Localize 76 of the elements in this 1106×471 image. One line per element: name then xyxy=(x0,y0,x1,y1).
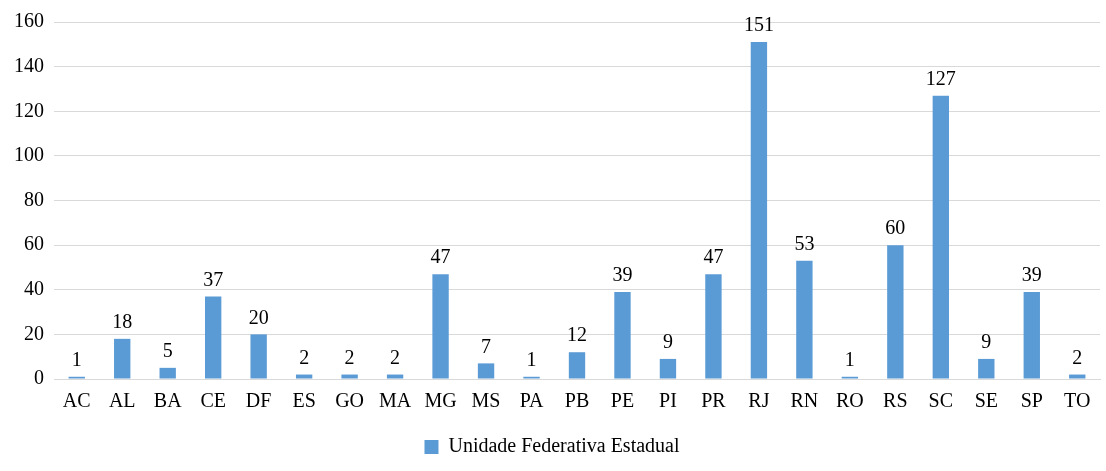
y-tick-label: 0 xyxy=(34,366,44,389)
data-label: 18 xyxy=(112,310,133,333)
x-tick-label: RN xyxy=(790,389,819,412)
x-tick-label: BA xyxy=(153,389,183,412)
bar xyxy=(159,367,176,379)
y-tick-label: 100 xyxy=(14,143,44,166)
bar xyxy=(295,374,313,379)
data-label: 1 xyxy=(526,348,537,371)
x-tick-label: RJ xyxy=(748,389,770,412)
y-tick-label: 40 xyxy=(24,277,44,299)
x-tick-label: MA xyxy=(378,389,412,412)
data-label: 60 xyxy=(885,216,906,239)
x-tick-label: GO xyxy=(335,389,365,412)
data-label: 47 xyxy=(703,245,724,268)
x-tick-label: SE xyxy=(974,389,998,412)
y-tick-label: 120 xyxy=(14,98,44,121)
x-tick-label: PA xyxy=(519,389,544,412)
data-label: 39 xyxy=(612,263,633,286)
bar xyxy=(250,334,267,379)
data-label: 7 xyxy=(481,334,492,357)
data-label: 2 xyxy=(1072,345,1083,368)
data-label: 37 xyxy=(203,267,224,290)
x-tick-label: RO xyxy=(835,389,864,412)
x-tick-label: ES xyxy=(292,389,316,412)
x-tick-label: PR xyxy=(701,389,727,412)
data-label: 127 xyxy=(925,66,956,89)
data-label: 1 xyxy=(844,348,855,371)
x-tick-label: PE xyxy=(610,389,635,412)
data-label: 20 xyxy=(248,305,269,328)
bar xyxy=(932,95,950,379)
x-tick-label: PB xyxy=(564,389,590,412)
data-label: 53 xyxy=(794,231,815,254)
x-tick-label: PI xyxy=(659,389,677,412)
x-tick-label: DF xyxy=(245,389,272,412)
bar xyxy=(432,274,449,379)
bar xyxy=(705,274,722,379)
bar xyxy=(978,358,995,379)
x-tick-label: RS xyxy=(883,389,908,412)
bar xyxy=(750,42,768,379)
data-label: 47 xyxy=(430,245,451,268)
data-label: 2 xyxy=(390,345,401,368)
y-tick-label: 140 xyxy=(14,53,44,76)
bar xyxy=(204,296,222,379)
data-label: 12 xyxy=(567,323,587,346)
data-label: 2 xyxy=(344,345,355,368)
x-tick-label: AC xyxy=(62,389,91,412)
data-label: 39 xyxy=(1021,263,1042,286)
y-tick-label: 20 xyxy=(24,321,44,344)
data-label: 5 xyxy=(162,339,173,362)
bar xyxy=(386,374,404,379)
data-label: 2 xyxy=(299,345,310,368)
y-tick-label: 80 xyxy=(24,187,44,210)
bar xyxy=(614,291,631,379)
bar xyxy=(1023,291,1040,379)
bar xyxy=(1069,374,1086,379)
y-tick-label: 60 xyxy=(24,232,44,255)
bar xyxy=(477,363,495,379)
x-tick-label: MS xyxy=(471,389,501,412)
data-label: 9 xyxy=(662,330,673,353)
bar xyxy=(796,260,813,379)
bar xyxy=(341,374,358,379)
x-tick-label: CE xyxy=(200,389,226,412)
data-label: 1 xyxy=(71,348,82,371)
x-tick-label: TO xyxy=(1064,389,1091,412)
bar xyxy=(114,338,131,379)
bar xyxy=(887,245,904,379)
bar xyxy=(659,358,677,379)
x-tick-label: AL xyxy=(108,389,136,412)
x-tick-label: SC xyxy=(928,389,954,412)
x-tick-label: SP xyxy=(1020,389,1043,412)
data-label: 151 xyxy=(743,13,774,36)
legend-label: Unidade Federativa Estadual xyxy=(448,434,680,457)
y-tick-label: 160 xyxy=(14,9,44,32)
x-tick-label: MG xyxy=(424,389,457,412)
data-label: 9 xyxy=(981,330,992,353)
bar xyxy=(568,352,586,379)
